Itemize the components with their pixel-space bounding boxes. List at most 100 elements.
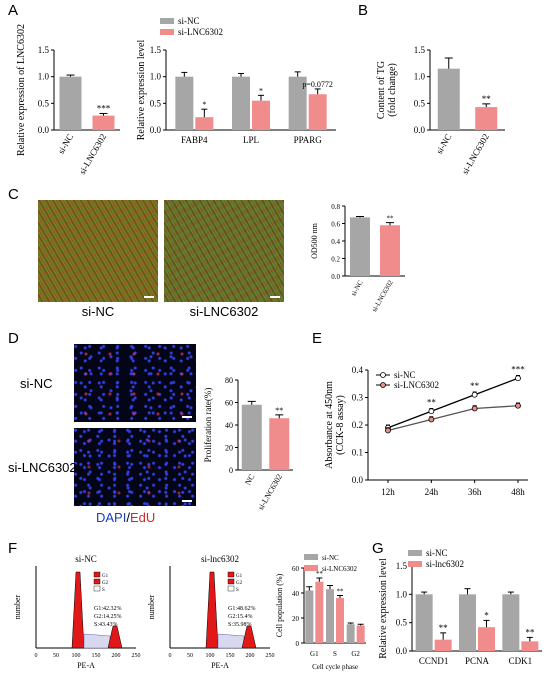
legend-swatch bbox=[227, 571, 235, 578]
row-label-si-nc: si-NC bbox=[20, 376, 53, 391]
x-tick-label: 150 bbox=[226, 653, 235, 659]
y-tick-label: 0.5 bbox=[396, 618, 408, 628]
x-tick-label: 0 bbox=[169, 653, 172, 659]
x-tick-label: 100 bbox=[72, 653, 81, 659]
chart-f-cell-cycle: 0 20 40 60 Cell population (%) ** G1 ** S G2 si-NC… bbox=[275, 554, 366, 671]
bar bbox=[350, 217, 370, 276]
x-tick-label: G2 bbox=[351, 650, 360, 658]
bar bbox=[478, 627, 495, 651]
data-point bbox=[385, 427, 391, 434]
x-tick-label: si-LNC6302 bbox=[370, 279, 395, 314]
bar bbox=[415, 594, 433, 651]
y-axis-label: Relative expression level bbox=[378, 558, 389, 659]
bar bbox=[326, 589, 334, 643]
flow-title: si-lnc6302 bbox=[201, 554, 239, 564]
y-tick-label: 0.2 bbox=[331, 256, 340, 264]
legend-label: si-lnc6302 bbox=[426, 559, 464, 569]
series-line bbox=[387, 405, 519, 432]
chart-a1-lnc6302-expression: 0.0 0.5 1.0 1.5 Relative expression of LNC63… bbox=[16, 24, 120, 176]
chart-b-tg-content: 0.0 0.5 1.0 1.5 Content of TG(fold change) si… bbox=[376, 45, 505, 176]
s-phase-area bbox=[217, 633, 245, 649]
y-tick-label: 1.0 bbox=[150, 72, 162, 82]
panel-label-f: F bbox=[8, 540, 18, 557]
chart-d-proliferation: 0 20 40 60 80 Proliferation rate(%) NC ** si-LNC… bbox=[203, 376, 293, 512]
x-axis-label: PE-A bbox=[77, 661, 95, 670]
legend-label: G2 bbox=[102, 581, 109, 586]
legend-marker bbox=[380, 372, 386, 378]
y-axis-label-line: Absorbance at 450nm bbox=[324, 381, 335, 469]
bar bbox=[437, 68, 460, 130]
g2-peak bbox=[107, 625, 123, 649]
phase-stat: G2:15.4% bbox=[228, 614, 253, 620]
bar bbox=[502, 594, 520, 651]
x-tick-label: si-LNC6302 bbox=[256, 473, 284, 512]
legend-label: si-LNC6302 bbox=[322, 565, 358, 573]
legend-swatch bbox=[227, 585, 235, 592]
bar bbox=[305, 590, 314, 643]
data-point bbox=[515, 402, 521, 409]
y-axis-label-line: Relative expression level bbox=[378, 558, 389, 659]
x-tick-label: si-NC bbox=[434, 132, 453, 156]
legend-swatch bbox=[93, 578, 101, 585]
image-label-si-lnc6302: si-LNC6302 bbox=[189, 304, 259, 319]
legend-label: si-LNC6302 bbox=[178, 27, 223, 37]
legend-swatch bbox=[227, 578, 235, 585]
y-tick-label: 1.5 bbox=[38, 45, 50, 55]
legend-label: si-LNC6302 bbox=[394, 380, 439, 390]
x-tick-label: NC bbox=[243, 473, 256, 487]
y-tick-label: 0.0 bbox=[38, 125, 50, 135]
x-tick-label: PPARG bbox=[294, 135, 323, 145]
y-tick-label: 0.3 bbox=[352, 393, 364, 403]
legend-swatch bbox=[304, 554, 318, 560]
y-tick-label: 0.0 bbox=[331, 273, 340, 281]
significance-label: *** bbox=[97, 103, 111, 113]
y-tick-label: 0.8 bbox=[331, 203, 340, 211]
y-axis-label-line: Proliferation rate(%) bbox=[203, 388, 213, 463]
legend-swatch bbox=[160, 29, 174, 35]
chart-g-gene-expression: 0.0 0.5 1.0 1.5 Relative expression level ** C… bbox=[378, 548, 542, 666]
significance-label: ** bbox=[525, 627, 535, 637]
x-tick-label: 250 bbox=[132, 653, 141, 659]
significance-label: p=0.0772 bbox=[302, 80, 333, 89]
x-tick-label: si-LNC6302 bbox=[460, 132, 491, 176]
chart-e-cck8: 0.0 0.1 0.2 0.3 0.4 Absorbance at 450nm(CCK-8… bbox=[324, 364, 528, 497]
y-tick-label: 40 bbox=[225, 421, 233, 430]
y-tick-label: 40 bbox=[292, 590, 300, 598]
y-tick-label: 0.5 bbox=[150, 98, 162, 108]
bar bbox=[241, 404, 262, 470]
significance-label: ** bbox=[316, 570, 324, 578]
y-tick-label: 1.0 bbox=[38, 72, 50, 82]
x-tick-label: 0 bbox=[35, 653, 38, 659]
x-tick-label: LPL bbox=[243, 135, 259, 145]
series-line bbox=[387, 377, 519, 429]
g1-peak bbox=[71, 571, 85, 649]
data-point bbox=[471, 391, 478, 398]
y-tick-label: 0.2 bbox=[352, 420, 363, 430]
flow-title: si-NC bbox=[75, 554, 97, 564]
panel-label-c: C bbox=[8, 186, 19, 203]
significance-label: ** bbox=[482, 94, 492, 104]
bar bbox=[346, 624, 355, 643]
x-tick-label: 12h bbox=[381, 487, 395, 497]
panel-label-g: G bbox=[372, 540, 384, 557]
y-tick-label: 60 bbox=[225, 399, 233, 408]
x-tick-label: FABP4 bbox=[181, 135, 208, 145]
y-axis-label-line: OD500 nm bbox=[310, 222, 319, 259]
significance-label: *** bbox=[511, 364, 525, 374]
x-tick-label: PCNA bbox=[465, 656, 490, 666]
data-point bbox=[471, 405, 478, 412]
x-tick-label: 100 bbox=[206, 653, 215, 659]
x-tick-label: si-NC bbox=[56, 132, 75, 156]
bar bbox=[232, 76, 250, 130]
x-tick-label: 24h bbox=[425, 487, 439, 497]
significance-label: ** bbox=[337, 588, 345, 596]
bar bbox=[336, 598, 344, 643]
y-tick-label: 0.4 bbox=[352, 365, 364, 375]
x-tick-label: si-NC bbox=[349, 279, 364, 298]
y-tick-label: 0.0 bbox=[396, 646, 408, 656]
x-tick-label: CCND1 bbox=[419, 656, 449, 666]
flow-histogram-si-lnc6302: si-lnc6302 number PE-A 0 50 100 150 200 250 G1 G2 S… bbox=[147, 554, 275, 670]
x-tick-label: 48h bbox=[511, 487, 525, 497]
chart-c-od500: 0.0 0.2 0.4 0.6 0.8 OD500 nm si-NC ** si-LNC6302 bbox=[310, 203, 405, 314]
legend-swatch bbox=[93, 585, 101, 592]
